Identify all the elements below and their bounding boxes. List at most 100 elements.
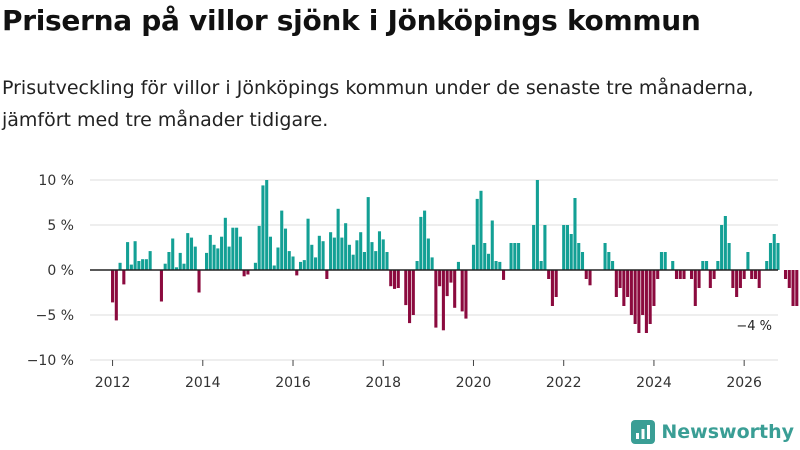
bar <box>768 243 773 270</box>
bar <box>332 237 336 270</box>
bar <box>750 270 754 279</box>
bar <box>562 225 566 270</box>
y-axis: −10 % −5 % 0 % 5 % 10 % <box>27 173 74 369</box>
bar <box>396 270 400 288</box>
bar <box>283 228 288 270</box>
bar <box>607 252 611 270</box>
bar <box>772 234 776 270</box>
bar <box>366 197 370 270</box>
bar <box>118 262 122 270</box>
bar <box>423 210 427 270</box>
annotations: −4 % <box>736 319 772 334</box>
x-tick-label: 2024 <box>636 375 672 391</box>
bar <box>483 243 487 270</box>
bar <box>584 270 588 279</box>
bar <box>720 225 724 270</box>
bar <box>389 270 393 287</box>
bar <box>257 225 261 270</box>
bar <box>148 251 152 270</box>
bar <box>787 270 791 288</box>
bars <box>90 180 799 333</box>
bar <box>302 260 306 270</box>
bar <box>460 270 464 312</box>
bar <box>291 256 295 270</box>
x-axis: 2012 2014 2016 2018 2020 2022 2024 2026 <box>95 360 762 391</box>
bar <box>426 238 430 270</box>
bar <box>159 270 163 302</box>
bar <box>765 261 769 270</box>
last-value-annotation: −4 % <box>736 319 772 334</box>
bar <box>535 180 539 270</box>
bar <box>742 270 746 279</box>
bar <box>550 270 554 306</box>
bar <box>471 244 476 270</box>
bar <box>205 252 209 270</box>
bar <box>340 237 344 270</box>
bar <box>377 231 382 270</box>
bar <box>276 247 280 270</box>
gridlines <box>90 179 778 361</box>
bar <box>735 270 739 297</box>
bar <box>231 227 235 270</box>
bar <box>746 252 750 270</box>
bar <box>441 270 445 331</box>
bar <box>723 216 727 270</box>
bar <box>689 270 694 279</box>
bar <box>708 270 712 288</box>
bar <box>629 270 633 315</box>
bar <box>614 270 618 297</box>
bar <box>644 270 648 333</box>
bar <box>453 270 457 308</box>
bar <box>261 185 265 270</box>
bar <box>622 270 626 306</box>
bar <box>242 270 246 277</box>
bar <box>637 270 641 333</box>
bar <box>693 270 697 306</box>
bar <box>314 257 318 270</box>
bar <box>265 180 269 270</box>
bar <box>336 208 340 270</box>
y-tick-label: −10 % <box>27 353 74 369</box>
bar <box>554 270 558 297</box>
bar <box>111 270 115 303</box>
newsworthy-logo: Newsworthy <box>631 420 794 444</box>
bar <box>268 236 272 270</box>
chart-title: Priserna på villor sjönk i Jönköpings ko… <box>2 4 701 37</box>
bar <box>287 251 291 270</box>
bar <box>479 190 483 270</box>
bar <box>223 217 227 270</box>
bar <box>434 270 438 328</box>
bar <box>351 254 355 270</box>
bar <box>659 252 663 270</box>
bar <box>697 270 701 288</box>
bar <box>494 261 498 270</box>
bar <box>126 242 130 270</box>
bar <box>246 270 250 275</box>
bar <box>475 198 479 270</box>
bar <box>456 261 460 270</box>
bar <box>486 253 491 270</box>
bar <box>532 225 536 270</box>
bar <box>580 252 585 270</box>
bar <box>235 227 239 270</box>
bar <box>227 246 231 270</box>
bar <box>618 270 622 288</box>
bar <box>663 252 667 270</box>
bar <box>753 270 757 279</box>
bar <box>306 218 310 270</box>
bar <box>791 270 795 306</box>
bar <box>144 259 148 270</box>
bar <box>141 259 145 270</box>
bar <box>795 270 799 306</box>
x-tick-label: 2018 <box>365 375 401 391</box>
bar <box>517 243 521 270</box>
bar <box>509 243 513 270</box>
bar <box>445 270 449 297</box>
bar <box>295 270 299 276</box>
bar <box>682 270 686 279</box>
bar <box>344 223 348 270</box>
bar <box>272 265 276 270</box>
bar <box>178 252 182 270</box>
bar <box>310 244 314 270</box>
bar <box>182 263 186 270</box>
